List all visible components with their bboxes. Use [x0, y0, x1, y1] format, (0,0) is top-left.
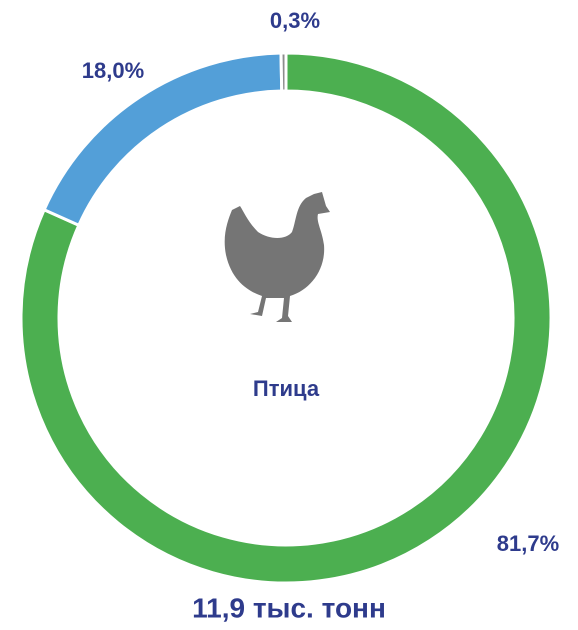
donut-slice	[279, 51, 288, 93]
value-label: 0,3%	[270, 8, 320, 33]
donut-slice	[42, 51, 284, 228]
total-label: 11,9 тыс. тонн	[192, 592, 386, 623]
chicken-icon	[224, 192, 330, 322]
value-label: 81,7%	[497, 531, 559, 556]
value-label: 18,0%	[82, 58, 144, 83]
center-label: Птица	[253, 376, 320, 401]
donut-slice	[19, 51, 553, 585]
